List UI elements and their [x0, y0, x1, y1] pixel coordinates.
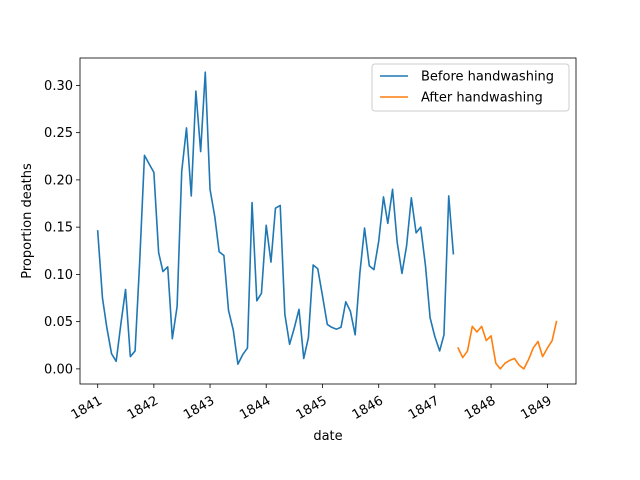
- legend-label-1: After handwashing: [421, 91, 543, 106]
- y-tick-label: 0.20: [44, 173, 73, 188]
- y-tick-label: 0.25: [44, 126, 73, 141]
- plot-frame: [79, 57, 577, 385]
- y-tick-label: 0.05: [44, 315, 73, 330]
- y-axis-label: Proportion deaths: [20, 163, 35, 279]
- y-tick-label: 0.15: [44, 221, 73, 236]
- legend-box: [371, 63, 570, 112]
- y-axis: 0.00 0.05 0.10 0.15 0.20 0.25 0.30: [44, 79, 80, 377]
- series-lines: [96, 71, 558, 370]
- y-tick-label: 0.00: [44, 362, 73, 377]
- series-line-1: [457, 320, 558, 370]
- y-tick-label: 0.30: [44, 79, 73, 94]
- x-axis-label: date: [313, 429, 342, 444]
- legend: Before handwashing After handwashing: [371, 63, 570, 112]
- legend-label-0: Before handwashing: [421, 70, 554, 85]
- series-line-0: [96, 71, 455, 365]
- plot-area: [80, 58, 576, 384]
- y-tick-label: 0.10: [44, 268, 73, 283]
